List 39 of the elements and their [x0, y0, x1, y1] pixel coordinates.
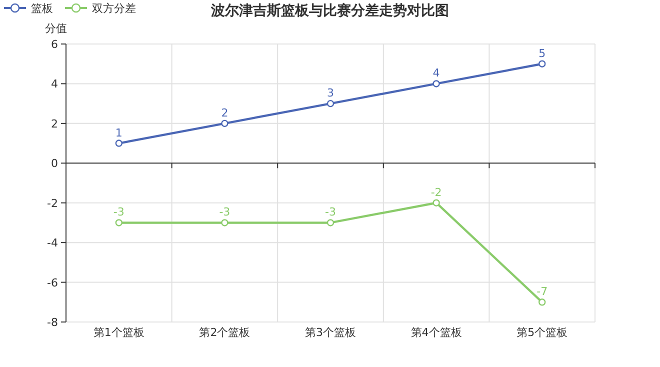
- x-tick-label: 第4个篮板: [410, 326, 462, 339]
- y-tick-label: 4: [51, 78, 58, 91]
- y-axis-title: 分值: [45, 22, 67, 35]
- x-tick-label: 第1个篮板: [93, 326, 144, 339]
- data-label: 4: [432, 66, 440, 80]
- data-label: -3: [113, 206, 124, 219]
- data-label: -2: [430, 186, 442, 199]
- data-label: -7: [536, 285, 548, 298]
- legend-篮板: 篮板: [4, 2, 53, 15]
- y-tick-label: 2: [51, 117, 58, 130]
- y-tick-label: -2: [47, 196, 58, 210]
- point: [538, 298, 546, 306]
- point: [115, 219, 122, 226]
- y-tick-label: 0: [51, 157, 58, 170]
- data-label: 3: [327, 86, 334, 100]
- data-label: -3: [219, 206, 230, 219]
- x-tick-label: 第5个篮板: [516, 326, 568, 339]
- point: [326, 219, 334, 226]
- x-tick-label: 第3个篮板: [305, 326, 356, 339]
- legend-双方分差: 双方分差: [65, 2, 136, 15]
- y-tick-label: 6: [51, 38, 58, 51]
- point: [432, 199, 440, 206]
- legend-label: 篮板: [31, 2, 53, 15]
- data-label: 2: [221, 106, 228, 120]
- y-tick-label: -8: [47, 316, 58, 329]
- point: [538, 60, 546, 68]
- y-tick-label: -6: [47, 276, 58, 290]
- point: [432, 80, 440, 88]
- data-label: 1: [115, 126, 122, 140]
- data-label: -3: [325, 206, 336, 219]
- data-label: 5: [538, 46, 546, 60]
- chart-title: 波尔津吉斯篮板与比赛分差走势对比图: [210, 2, 449, 19]
- point: [221, 120, 228, 128]
- point: [221, 219, 228, 226]
- point: [326, 100, 334, 108]
- legend-label: 双方分差: [92, 2, 136, 15]
- point: [115, 140, 122, 147]
- x-tick-label: 第2个篮板: [199, 326, 250, 339]
- y-tick-label: -4: [47, 236, 58, 250]
